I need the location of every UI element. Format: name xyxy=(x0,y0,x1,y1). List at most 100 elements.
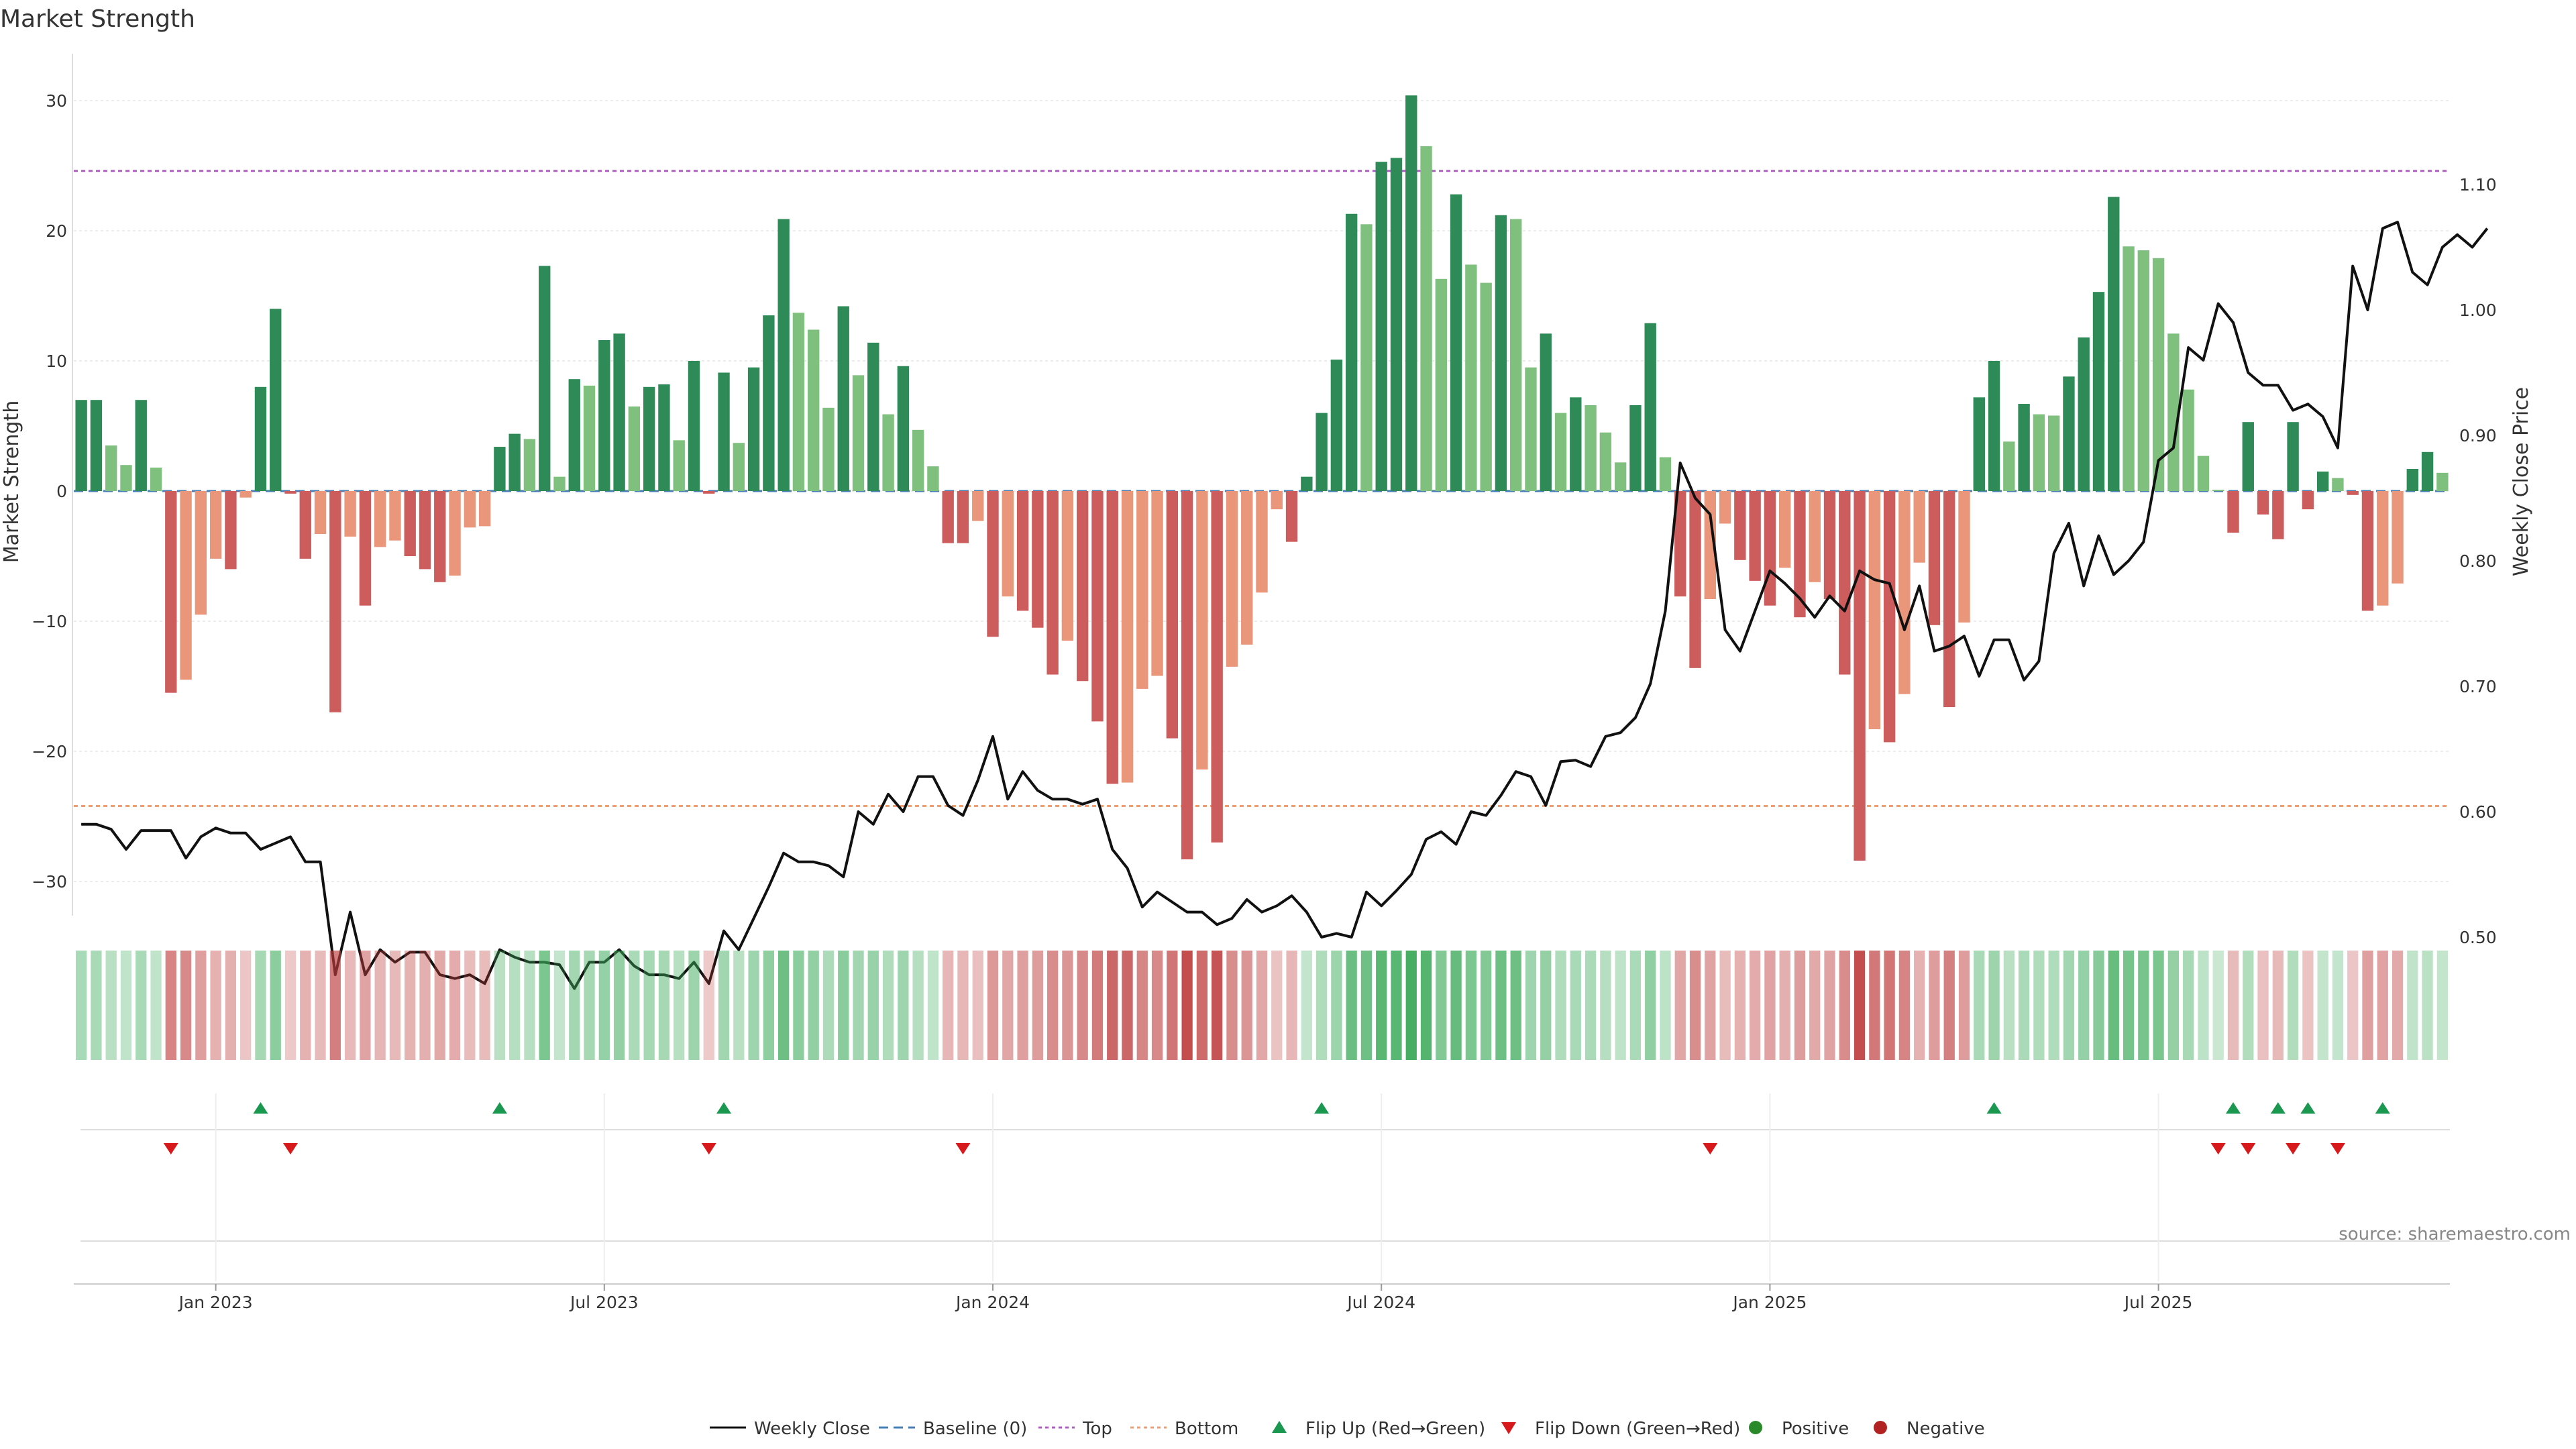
heatmap-cell xyxy=(1091,951,1104,1060)
heatmap-cell xyxy=(105,951,117,1060)
heatmap-cell xyxy=(2212,951,2224,1060)
flip-markers-panel xyxy=(80,1102,2450,1242)
legend-label: Bottom xyxy=(1175,1419,1238,1439)
legend-swatch xyxy=(1272,1421,1287,1433)
heatmap-cell xyxy=(1629,951,1642,1060)
strength-bar xyxy=(2406,469,2418,491)
heatmap-cell xyxy=(703,951,714,1060)
heatmap-cell xyxy=(1540,951,1552,1060)
strength-bar xyxy=(2092,292,2105,491)
strength-bar xyxy=(2152,258,2165,491)
heatmap-cell xyxy=(1151,951,1163,1060)
heatmap-cell xyxy=(1615,951,1626,1060)
strength-bar xyxy=(1076,491,1089,682)
strength-bar xyxy=(1599,432,1612,491)
strength-bar xyxy=(359,491,372,606)
strength-bar xyxy=(912,429,924,491)
heatmap-cell xyxy=(2317,951,2328,1060)
legend-label: Baseline (0) xyxy=(923,1419,1027,1439)
strength-bar xyxy=(2227,491,2239,533)
heatmap-cell xyxy=(2093,951,2104,1060)
x-axis: Jan 2023 Jul 2023 Jan 2024 Jul 2024 Jan 2025… xyxy=(74,1093,2450,1312)
strength-bar xyxy=(718,372,730,491)
legend-swatch xyxy=(1501,1422,1516,1434)
heatmap-cell xyxy=(2332,951,2344,1060)
strength-bar xyxy=(643,386,655,491)
strength-bar xyxy=(2182,389,2194,491)
axes: 30 20 10 0 −10 −20 −30 1.10 1.00 0.90 0.80 0.70 0.60… xyxy=(32,54,2497,947)
heatmap-cell xyxy=(1809,951,1821,1060)
strength-bar xyxy=(464,491,476,528)
strength-bar xyxy=(1943,491,1955,708)
heatmap-cell xyxy=(210,951,221,1060)
heatmap-cell xyxy=(1391,951,1402,1060)
strength-bar xyxy=(1510,219,1522,491)
heatmap-cell xyxy=(1301,951,1312,1060)
strength-bar xyxy=(1749,491,1761,581)
flip-up-marker xyxy=(2375,1102,2390,1114)
strength-bar xyxy=(1928,491,1941,625)
strength-bar xyxy=(225,491,237,570)
y-tick-label-left: 10 xyxy=(46,352,67,371)
strength-bar xyxy=(478,491,491,527)
heatmap-cell xyxy=(987,951,999,1060)
strength-bar xyxy=(1480,282,1492,491)
heatmap-cell xyxy=(1705,951,1716,1060)
strength-bar xyxy=(972,491,984,521)
strength-bar xyxy=(1241,491,1253,645)
strength-bar xyxy=(1420,146,1432,491)
strength-bar xyxy=(1256,491,1268,593)
heatmap-cell xyxy=(972,951,983,1060)
strength-bar xyxy=(882,414,894,491)
strength-bar xyxy=(1495,215,1507,491)
heatmap-cell xyxy=(344,951,356,1060)
legend-label: Flip Up (Red→Green) xyxy=(1305,1419,1485,1439)
heatmap-cell xyxy=(2257,951,2269,1060)
heatmap-cell xyxy=(553,951,566,1060)
heatmap-cell xyxy=(2048,951,2059,1060)
heatmap-cell xyxy=(2063,951,2075,1060)
strength-bar xyxy=(2018,404,2030,491)
strength-bar xyxy=(1360,224,1373,491)
strength-bar xyxy=(2242,422,2254,491)
heatmap-cell xyxy=(1196,951,1208,1060)
strength-bar xyxy=(987,491,999,637)
strength-bar xyxy=(105,445,117,491)
heatmap-cell xyxy=(629,951,640,1060)
heatmap-cell xyxy=(494,951,506,1060)
strength-bar xyxy=(1196,491,1208,770)
strength-bar xyxy=(299,491,311,559)
heatmap-cell xyxy=(360,951,371,1060)
strength-bar xyxy=(1271,491,1283,510)
flip-down-marker xyxy=(701,1143,716,1155)
strength-bar xyxy=(792,313,805,491)
strength-bar xyxy=(1151,491,1163,676)
heatmap-cell xyxy=(853,951,864,1060)
strength-bar xyxy=(1958,491,1970,623)
strength-bar xyxy=(1823,491,1836,600)
heatmap-cell xyxy=(2407,951,2418,1060)
heatmap-cell xyxy=(1271,951,1283,1060)
x-tick-label: Jul 2023 xyxy=(569,1293,639,1312)
legend-label: Flip Down (Green→Red) xyxy=(1535,1419,1740,1439)
strength-bar xyxy=(1898,491,1911,694)
flip-down-marker xyxy=(955,1143,971,1155)
legend: Weekly Close Baseline (0) Top Bottom Flip Up… xyxy=(710,1419,1985,1439)
heatmap-cell xyxy=(598,951,610,1060)
strength-bar xyxy=(1405,95,1417,492)
heatmap-cell xyxy=(524,951,535,1060)
heatmap-cell xyxy=(1689,951,1701,1060)
strength-bar xyxy=(1794,491,1806,618)
strength-bar xyxy=(1719,491,1731,524)
heatmap-cell xyxy=(2198,951,2209,1060)
x-tick-label: Jan 2023 xyxy=(178,1293,253,1312)
weekly-close-series xyxy=(81,221,2489,990)
heatmap-cell xyxy=(270,951,281,1060)
weekly-close-line xyxy=(81,221,2489,990)
heatmap-cell xyxy=(2138,951,2149,1060)
heatmap-cell xyxy=(688,951,700,1060)
heatmap-cell xyxy=(2362,951,2373,1060)
heatmap-cell xyxy=(2227,951,2239,1060)
heatmap-cell xyxy=(1002,951,1014,1060)
heatmap-cell xyxy=(2183,951,2194,1060)
